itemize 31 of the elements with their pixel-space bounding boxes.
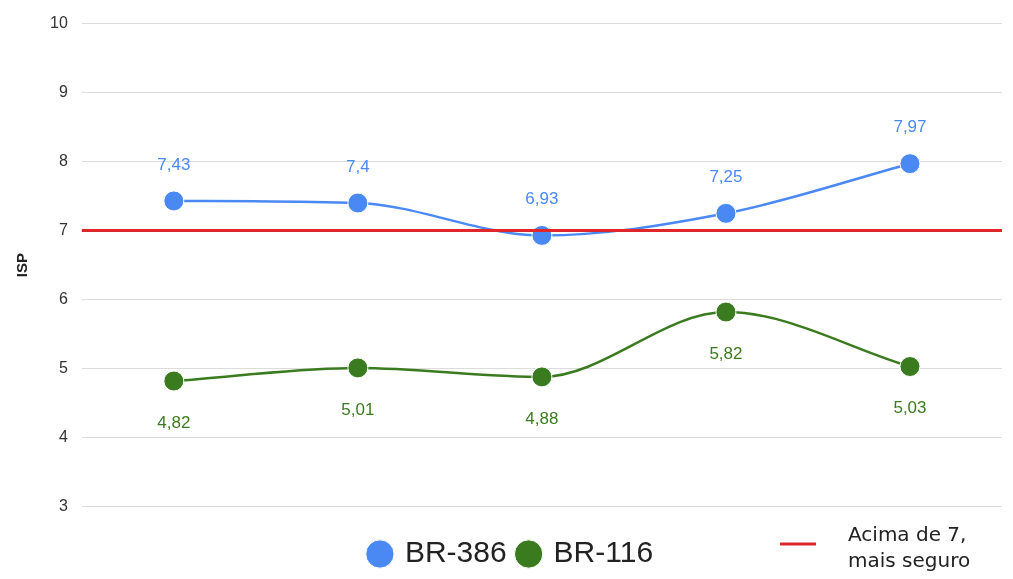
point [899,356,921,378]
legend-label: BR-386 [404,535,507,569]
point [715,301,737,323]
y-tick-label: 7 [58,221,68,239]
y-tick-label: 3 [58,497,68,515]
point [715,202,737,224]
point [347,192,369,214]
data-label: 5,01 [341,399,375,419]
point [899,153,921,175]
data-label: 6,93 [525,189,559,209]
point [531,366,553,388]
data-label: 5,03 [893,398,927,418]
y-tick-label: 8 [58,152,68,170]
y-tick-label: 10 [50,14,68,32]
legend-label: Acima de 7, mais seguro [848,522,971,573]
data-label: 7,43 [157,154,191,174]
y-tick-label: 5 [58,359,68,377]
point [163,370,185,392]
point [347,357,369,379]
y-tick-label: 6 [58,290,68,308]
data-label: 7,25 [709,167,743,187]
data-label: 4,88 [525,408,559,428]
y-tick-label: 9 [58,83,68,101]
data-label: 7,97 [893,117,927,137]
legend-label: BR-116 [553,535,654,569]
data-label: 7,4 [346,156,370,176]
data-label: 5,82 [709,343,743,363]
y-axis-title: ISP [13,253,31,278]
data-label: 4,82 [157,412,191,432]
y-tick-label: 4 [58,428,68,446]
point [163,190,185,212]
